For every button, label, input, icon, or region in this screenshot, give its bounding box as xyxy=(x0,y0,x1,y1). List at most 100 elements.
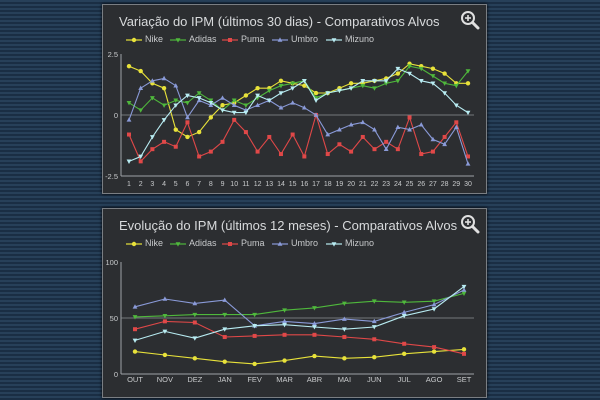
data-point-umbro xyxy=(185,114,190,120)
data-point-umbro xyxy=(255,102,260,108)
data-point-adidas xyxy=(222,312,228,318)
data-point-puma xyxy=(255,149,260,154)
data-point-umbro xyxy=(162,296,168,301)
zoom-in-icon[interactable] xyxy=(460,10,480,30)
data-point-nike xyxy=(243,93,249,98)
data-point-puma xyxy=(325,152,330,157)
data-point-adidas xyxy=(278,83,284,89)
x-tick-label: 11 xyxy=(242,181,249,188)
x-tick-label: 14 xyxy=(277,181,285,188)
data-point-mizuno xyxy=(371,325,377,330)
x-tick-label: OUT xyxy=(127,375,143,384)
data-point-mizuno xyxy=(301,79,307,84)
legend-marker xyxy=(170,38,186,43)
data-point-mizuno xyxy=(465,110,471,116)
x-tick-label: JAN xyxy=(218,375,232,384)
data-point-nike xyxy=(282,358,287,363)
data-point-nike xyxy=(192,356,198,361)
data-point-nike xyxy=(313,90,319,96)
data-point-nike xyxy=(395,71,401,76)
data-point-adidas xyxy=(453,83,459,89)
data-point-adidas xyxy=(442,81,448,86)
data-point-puma xyxy=(312,332,317,337)
x-tick-label: 17 xyxy=(312,181,320,188)
data-point-puma xyxy=(372,147,377,152)
x-tick-label: 22 xyxy=(371,181,379,188)
y-tick-label: -2.5 xyxy=(105,172,118,181)
data-point-puma xyxy=(360,134,365,139)
x-tick-label: 13 xyxy=(265,181,273,188)
data-point-nike xyxy=(132,349,138,354)
x-tick-label: 21 xyxy=(359,181,367,188)
data-point-umbro xyxy=(301,105,307,110)
data-point-nike xyxy=(161,85,167,91)
x-tick-label: AGO xyxy=(426,375,443,384)
x-tick-label: 19 xyxy=(336,181,344,188)
legend-marker xyxy=(272,241,288,246)
data-point-mizuno xyxy=(282,322,287,328)
data-point-nike xyxy=(342,356,347,361)
x-tick-label: 24 xyxy=(394,181,402,188)
legend-marker xyxy=(222,38,238,42)
data-point-puma xyxy=(402,341,407,346)
data-point-mizuno xyxy=(231,110,237,116)
data-point-puma xyxy=(252,333,257,338)
line-chart: 2.50-2.51 2 3 4 5 6 7 8 9 10 11 12 13 14 15 16 17 18 19 20 2… xyxy=(105,50,474,188)
data-point-umbro xyxy=(132,304,138,309)
data-point-adidas xyxy=(371,299,377,304)
data-point-mizuno xyxy=(395,66,401,72)
data-point-mizuno xyxy=(220,108,225,113)
data-point-puma xyxy=(432,345,437,350)
legend-label: Umbro xyxy=(291,34,319,44)
data-point-puma xyxy=(337,142,342,147)
data-point-umbro xyxy=(290,100,296,105)
data-point-nike xyxy=(302,83,307,88)
data-point-adidas xyxy=(196,91,202,96)
legend-label: Nike xyxy=(145,238,164,248)
data-point-mizuno xyxy=(278,91,284,96)
data-point-mizuno xyxy=(372,79,377,84)
data-point-mizuno xyxy=(162,329,168,335)
data-point-puma xyxy=(133,327,137,332)
data-point-umbro xyxy=(360,119,366,125)
x-tick-label: 3 xyxy=(150,181,154,188)
x-tick-label: MAR xyxy=(276,375,293,384)
data-point-puma xyxy=(162,139,167,144)
data-point-nike xyxy=(430,66,436,71)
chart-title: Evolução do IPM (últimos 12 meses) - Com… xyxy=(119,218,458,233)
data-point-adidas xyxy=(138,108,144,113)
data-point-puma xyxy=(243,130,248,135)
data-point-puma xyxy=(407,115,412,120)
legend-label: Puma xyxy=(241,34,265,44)
data-point-mizuno xyxy=(196,96,202,101)
x-tick-label: 4 xyxy=(162,181,166,188)
data-point-umbro xyxy=(313,112,319,117)
data-point-puma xyxy=(454,120,459,125)
data-point-umbro xyxy=(442,141,448,147)
data-point-umbro xyxy=(395,124,401,129)
data-point-umbro xyxy=(149,78,155,83)
legend-label: Umbro xyxy=(291,238,319,248)
data-point-mizuno xyxy=(222,327,228,332)
data-point-mizuno xyxy=(401,313,407,319)
zoom-in-icon[interactable] xyxy=(460,214,480,234)
x-tick-label: 28 xyxy=(441,181,449,188)
data-point-umbro xyxy=(231,102,237,108)
x-tick-label: 7 xyxy=(197,181,201,188)
legend-label: Adidas xyxy=(189,238,217,248)
data-point-adidas xyxy=(266,88,272,94)
x-tick-label: 1 xyxy=(127,181,131,188)
data-point-nike xyxy=(465,81,471,86)
data-point-umbro xyxy=(161,75,167,81)
chart-title: Variação do IPM (últimos 30 dias) - Comp… xyxy=(119,14,440,29)
y-tick-label: 100 xyxy=(105,258,118,267)
data-point-umbro xyxy=(341,316,347,321)
data-point-mizuno xyxy=(430,81,436,86)
series-line-puma xyxy=(128,113,469,163)
x-tick-label: 29 xyxy=(452,181,460,188)
data-point-adidas xyxy=(282,308,287,313)
data-point-puma xyxy=(185,120,190,125)
data-point-umbro xyxy=(465,161,471,166)
x-tick-label: 10 xyxy=(230,181,238,188)
data-point-nike xyxy=(162,352,168,358)
